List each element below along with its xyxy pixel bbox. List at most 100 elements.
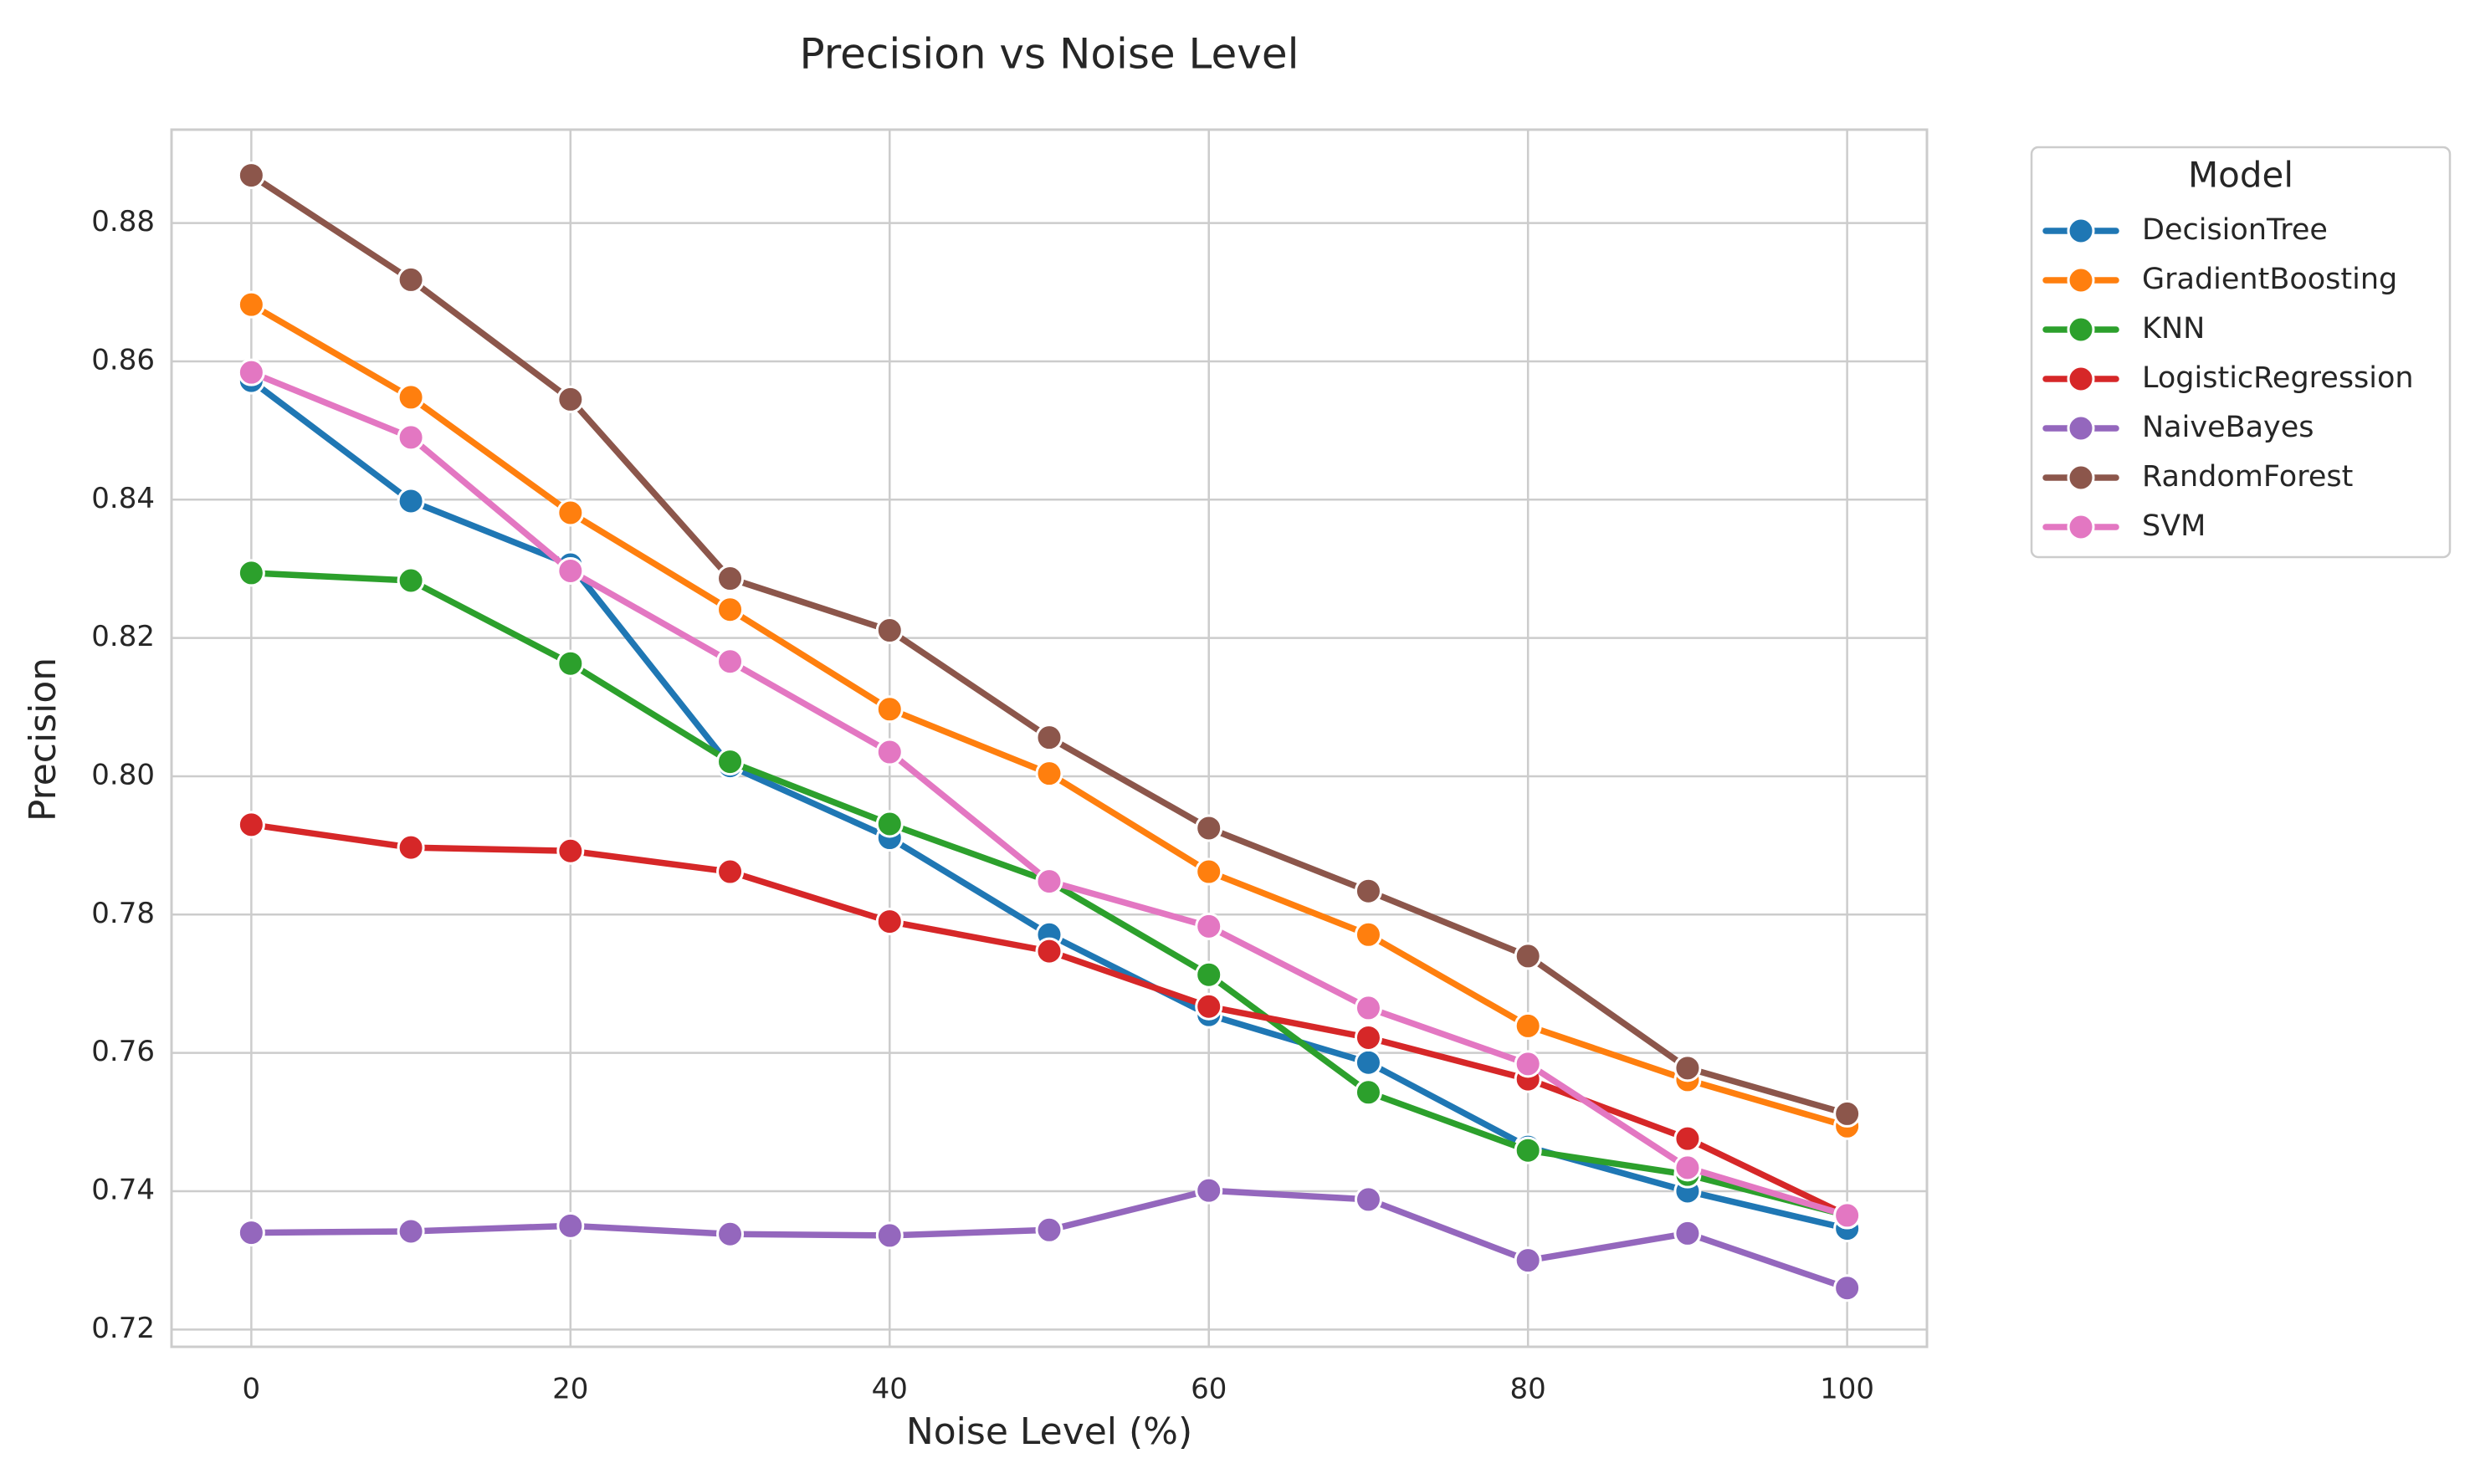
data-point — [1354, 994, 1382, 1022]
series-SVM — [237, 358, 1862, 1230]
legend-box — [2030, 146, 2452, 559]
legend-label: DecisionTree — [2142, 213, 2328, 247]
y-tick-label: 0.84 — [91, 482, 155, 515]
legend-label: NaiveBayes — [2142, 411, 2314, 444]
data-point — [1035, 760, 1063, 788]
data-point — [1514, 1050, 1542, 1078]
data-point — [1195, 857, 1223, 886]
series-layer — [237, 161, 1862, 1302]
data-point — [875, 695, 904, 724]
data-point — [875, 617, 904, 645]
data-point — [397, 1217, 425, 1246]
data-point — [556, 649, 585, 678]
x-tick-label: 20 — [552, 1373, 588, 1406]
legend-label: GradientBoosting — [2142, 263, 2397, 296]
data-point — [397, 487, 425, 515]
data-point — [875, 810, 904, 838]
series-GradientBoosting — [237, 290, 1862, 1140]
data-point — [1035, 867, 1063, 896]
legend: Model DecisionTree GradientBoosting KNN Log… — [2030, 146, 2452, 559]
data-point — [397, 383, 425, 412]
legend-item: GradientBoosting — [2042, 263, 2397, 296]
data-point — [237, 1219, 265, 1247]
data-point — [237, 290, 265, 319]
data-point — [1833, 1201, 1862, 1230]
legend-item: DecisionTree — [2042, 213, 2328, 247]
legend-swatch-marker — [2067, 414, 2095, 443]
legend-swatch-marker — [2067, 463, 2095, 492]
x-tick-label: 100 — [1820, 1373, 1874, 1406]
y-tick-label: 0.78 — [91, 897, 155, 930]
data-point — [1195, 992, 1223, 1021]
x-tick-label: 0 — [243, 1373, 261, 1406]
legend-label: KNN — [2142, 312, 2205, 345]
legend-item: RandomForest — [2042, 460, 2353, 494]
chart-title: Precision vs Noise Level — [799, 30, 1299, 79]
data-point — [1673, 1154, 1702, 1182]
x-axis-ticks: 0 20 40 60 80 100 — [243, 1373, 1875, 1406]
data-point — [556, 385, 585, 413]
data-point — [1354, 1185, 1382, 1214]
y-tick-label: 0.80 — [91, 758, 155, 791]
data-point — [1833, 1099, 1862, 1128]
y-axis-label: Precision — [22, 658, 64, 821]
legend-items: DecisionTree GradientBoosting KNN LogisticR… — [2042, 213, 2414, 543]
legend-swatch-marker — [2067, 365, 2095, 393]
y-tick-label: 0.88 — [91, 205, 155, 238]
data-point — [237, 811, 265, 839]
data-point — [1195, 1176, 1223, 1205]
data-point — [397, 566, 425, 595]
data-point — [1514, 1011, 1542, 1040]
data-point — [716, 596, 745, 624]
data-point — [237, 161, 265, 190]
y-tick-label: 0.86 — [91, 343, 155, 376]
x-tick-label: 40 — [872, 1373, 908, 1406]
legend-item: SVM — [2042, 509, 2206, 543]
x-tick-label: 80 — [1510, 1373, 1546, 1406]
data-point — [1354, 877, 1382, 905]
data-point — [1354, 920, 1382, 949]
data-point — [556, 837, 585, 865]
data-point — [875, 738, 904, 766]
legend-label: LogisticRegression — [2142, 361, 2414, 395]
data-point — [875, 1221, 904, 1250]
data-point — [1035, 1215, 1063, 1244]
data-point — [237, 559, 265, 587]
data-point — [556, 556, 585, 585]
y-tick-label: 0.72 — [91, 1312, 155, 1345]
legend-label: SVM — [2142, 509, 2206, 543]
legend-swatch-marker — [2067, 266, 2095, 294]
legend-item: NaiveBayes — [2042, 411, 2314, 444]
data-point — [716, 565, 745, 593]
data-point — [1673, 1054, 1702, 1082]
data-point — [716, 748, 745, 776]
data-point — [716, 647, 745, 676]
data-point — [1673, 1219, 1702, 1247]
data-point — [556, 1211, 585, 1240]
series-NaiveBayes — [237, 1176, 1862, 1302]
data-point — [1035, 724, 1063, 752]
data-point — [237, 358, 265, 386]
data-point — [1195, 960, 1223, 989]
legend-swatch-marker — [2067, 513, 2095, 541]
y-tick-label: 0.76 — [91, 1035, 155, 1068]
y-tick-label: 0.82 — [91, 620, 155, 653]
y-axis-ticks: 0.72 0.74 0.76 0.78 0.80 0.82 0.84 0.86 0.88 — [91, 205, 155, 1345]
legend-title: Model — [2188, 155, 2293, 196]
data-point — [1514, 1136, 1542, 1164]
data-point — [1833, 1274, 1862, 1302]
series-RandomForest — [237, 161, 1862, 1128]
data-point — [397, 833, 425, 862]
data-point — [716, 1220, 745, 1248]
x-axis-label: Noise Level (%) — [906, 1410, 1192, 1453]
legend-item: KNN — [2042, 312, 2205, 345]
legend-swatch-marker — [2067, 217, 2095, 245]
data-point — [1354, 1023, 1382, 1052]
legend-label: RandomForest — [2142, 460, 2353, 494]
data-point — [1354, 1078, 1382, 1107]
data-point — [1514, 942, 1542, 970]
data-point — [1673, 1124, 1702, 1153]
data-point — [1514, 1246, 1542, 1275]
legend-swatch-marker — [2067, 315, 2095, 344]
